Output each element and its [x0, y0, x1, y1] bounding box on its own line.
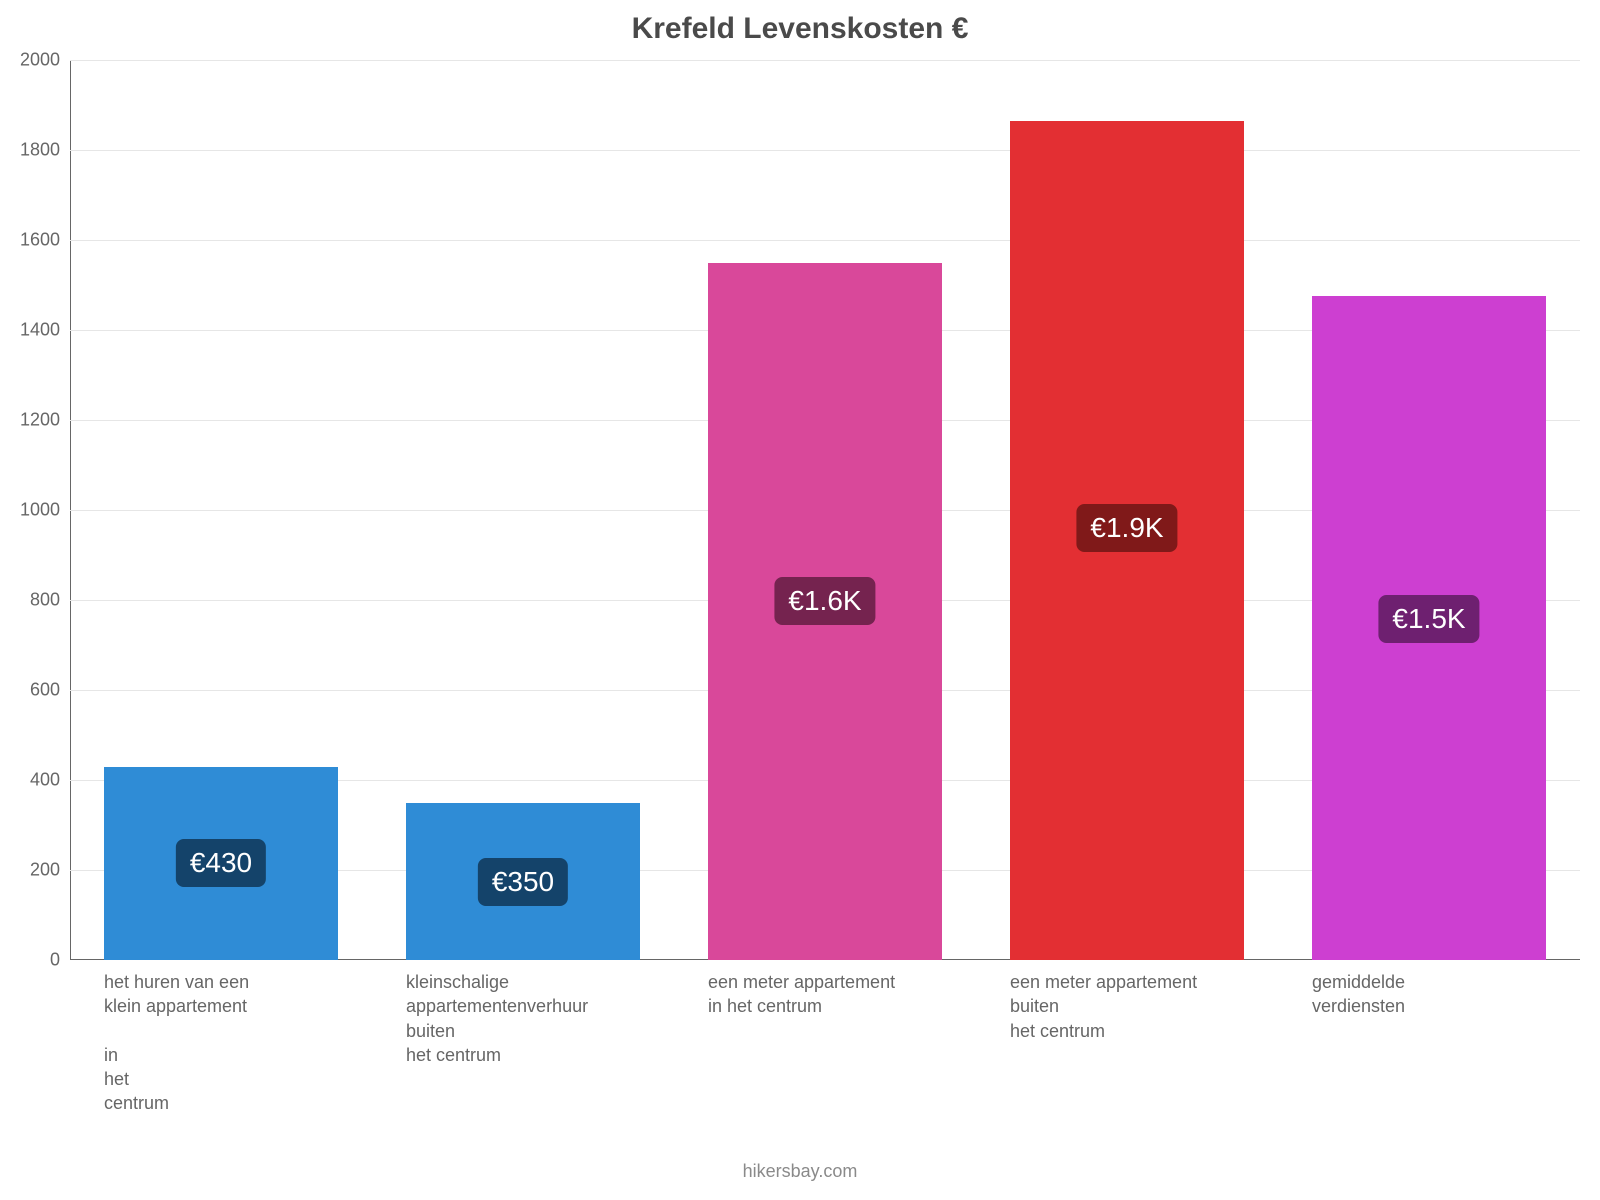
bar-sqm-center: €1.6K	[708, 263, 942, 961]
y-tick-label: 600	[30, 680, 70, 701]
chart-container: Krefeld Levenskosten € 02004006008001000…	[0, 0, 1600, 1200]
value-badge-rent-small-outside: €350	[478, 858, 568, 906]
bar-rent-small-outside: €350	[406, 803, 640, 961]
y-tick-label: 1600	[20, 230, 70, 251]
x-label-sqm-center: een meter appartement in het centrum	[708, 970, 1010, 1019]
y-tick-label: 2000	[20, 50, 70, 71]
value-badge-rent-small-center: €430	[176, 839, 266, 887]
chart-title: Krefeld Levenskosten €	[0, 12, 1600, 46]
bar-sqm-outside: €1.9K	[1010, 121, 1244, 960]
bar-rent-small-center: €430	[104, 767, 338, 961]
x-label-sqm-outside: een meter appartement buiten het centrum	[1010, 970, 1312, 1043]
y-tick-label: 1400	[20, 320, 70, 341]
y-tick-label: 0	[50, 950, 70, 971]
credit-text: hikersbay.com	[0, 1161, 1600, 1182]
value-badge-avg-earnings: €1.5K	[1378, 595, 1479, 643]
y-tick-label: 400	[30, 770, 70, 791]
x-label-rent-small-outside: kleinschalige appartementenverhuur buite…	[406, 970, 708, 1067]
x-label-rent-small-center: het huren van een klein appartement in h…	[104, 970, 406, 1116]
y-tick-label: 1000	[20, 500, 70, 521]
y-tick-label: 800	[30, 590, 70, 611]
y-tick-label: 1200	[20, 410, 70, 431]
plot-area: 0200400600800100012001400160018002000 €4…	[70, 60, 1580, 960]
bars-group: €430 €350 €1.6K €1.9K €1.5K	[70, 60, 1580, 960]
bar-avg-earnings: €1.5K	[1312, 296, 1546, 960]
value-badge-sqm-center: €1.6K	[774, 577, 875, 625]
y-tick-label: 200	[30, 860, 70, 881]
x-label-avg-earnings: gemiddelde verdiensten	[1312, 970, 1600, 1019]
y-tick-label: 1800	[20, 140, 70, 161]
value-badge-sqm-outside: €1.9K	[1076, 504, 1177, 552]
